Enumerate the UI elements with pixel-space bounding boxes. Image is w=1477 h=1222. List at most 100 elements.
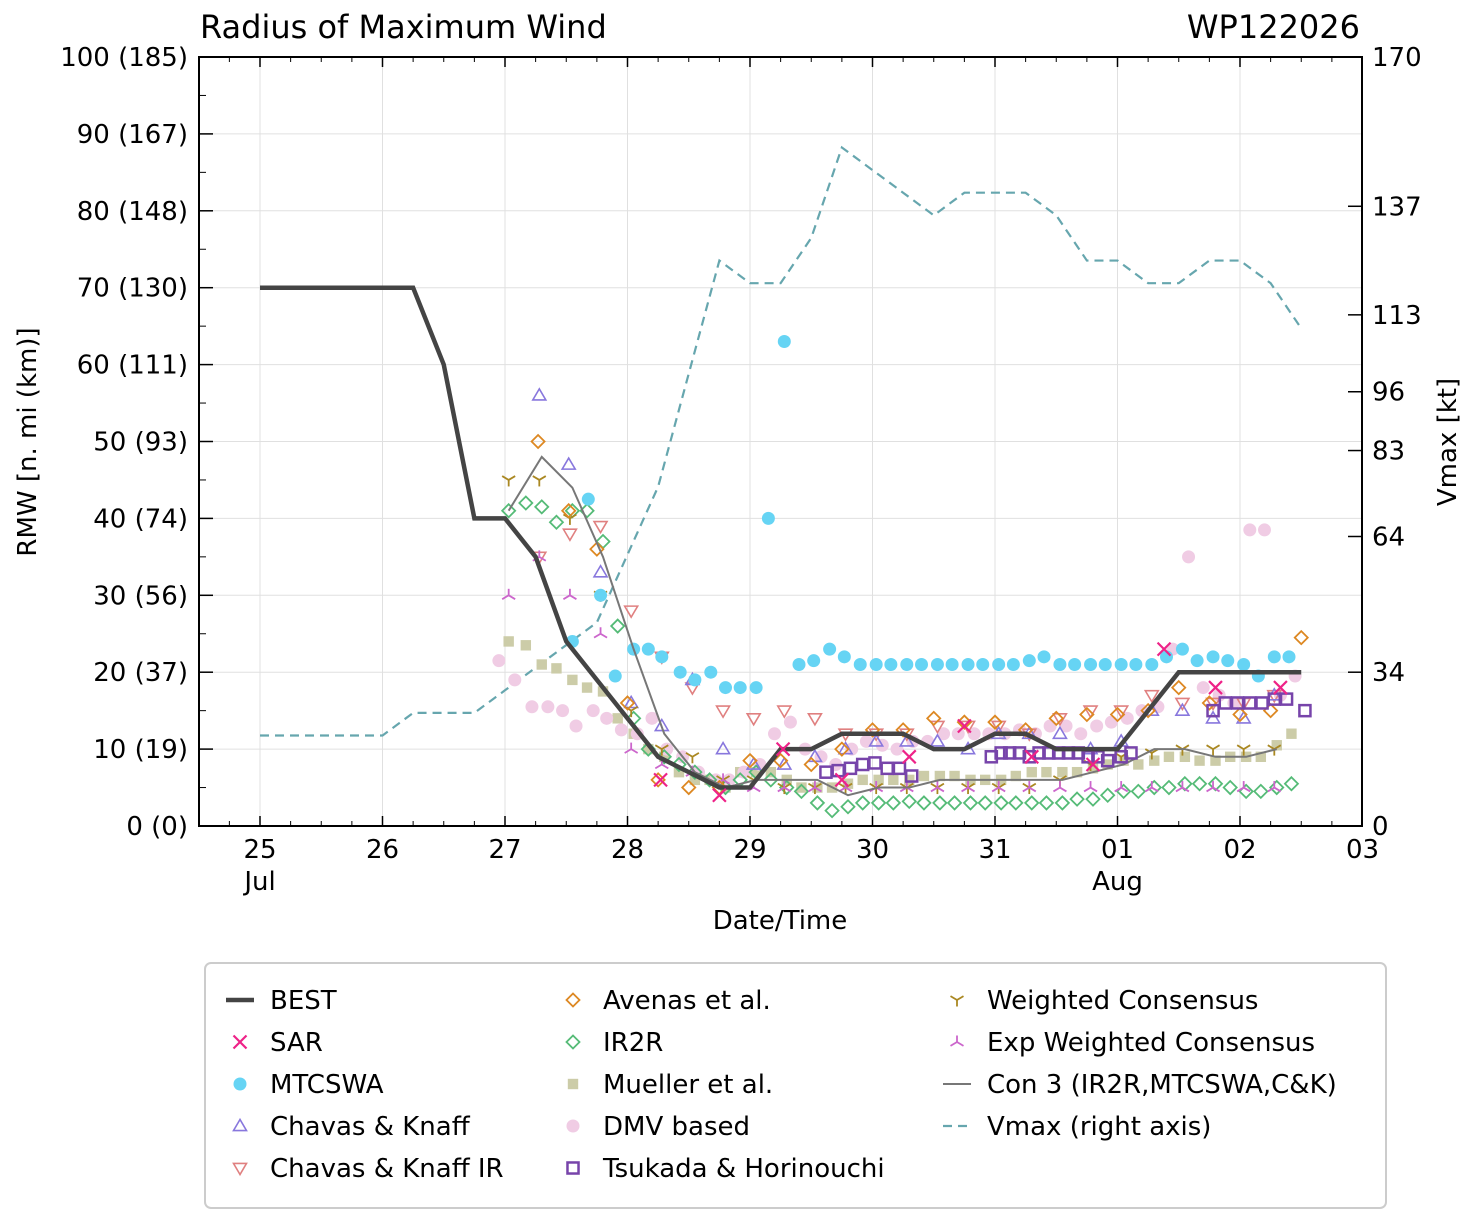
x-tick-label: 28 [611, 835, 644, 865]
data-point-ir2r [809, 795, 826, 811]
data-point-ir2r [946, 795, 963, 811]
data-point-mtcswa [581, 492, 595, 506]
data-point-dmv-based [508, 673, 522, 687]
data-point-mueller-et-al [888, 774, 899, 786]
data-point-chavas-knaff [745, 756, 762, 770]
legend-swatch [232, 1034, 248, 1050]
data-point-weighted-consensus [930, 782, 945, 795]
x-tick-label: 26 [366, 835, 399, 865]
data-point-ir2r [1099, 787, 1116, 804]
data-point-tsukada-horinouchi [892, 761, 907, 776]
legend-label: Avenas et al. [603, 986, 771, 1016]
data-point-ir2r [1177, 775, 1193, 792]
data-point-chavas-knaff-ir [592, 520, 609, 535]
data-point-mueller-et-al [1255, 751, 1267, 762]
data-point-ir2r [1054, 795, 1071, 811]
data-point-sar [901, 749, 917, 765]
data-point-sar [1085, 757, 1101, 772]
data-point-mueller-et-al [551, 663, 562, 674]
data-point-tsukada-horinouchi [1022, 750, 1037, 764]
data-point-mueller-et-al [750, 766, 762, 778]
data-point-mueller-et-al [1210, 755, 1221, 766]
data-point-mtcswa [823, 642, 837, 656]
y-tick-label: 60 (111) [77, 351, 188, 381]
data-point-ir2r [656, 749, 673, 765]
legend: BEST Avenas et al. Weighted Consensus SAR IR… [204, 962, 1387, 1209]
y2-tick-label: 96 [1372, 378, 1405, 408]
data-point-mueller-et-al [1179, 751, 1191, 762]
data-point-mueller-et-al [873, 774, 884, 786]
data-point-dmv-based [1074, 727, 1088, 741]
legend-label: DMV based [603, 1112, 750, 1142]
legend-item-sar: SAR [232, 1028, 323, 1058]
series-layer [260, 145, 1312, 819]
legend-swatch [232, 1117, 248, 1132]
data-point-ir2r [1161, 779, 1177, 796]
data-point-ir2r [687, 764, 703, 780]
data-point-mtcswa [884, 658, 898, 672]
data-point-chavas-knaff [837, 741, 854, 755]
data-point-ir2r [1023, 795, 1040, 811]
data-point-sar [653, 772, 668, 788]
data-point-mtcswa [792, 658, 806, 672]
legend-label: Weighted Consensus [987, 986, 1258, 1016]
data-point-weighted-consensus [1022, 782, 1037, 795]
data-point-avenas-et-al [680, 779, 697, 796]
legend-label: BEST [270, 986, 337, 1016]
data-point-mueller-et-al [1163, 751, 1175, 762]
x-axis-label: Date/Time [713, 906, 848, 936]
data-point-ir2r [1146, 779, 1163, 796]
data-point-chavas-knaff [1052, 725, 1068, 740]
data-point-sar [712, 787, 727, 803]
data-point-ir2r [1268, 779, 1285, 796]
data-point-mtcswa [594, 588, 608, 602]
data-point-mueller-et-al [842, 778, 854, 789]
data-point-ir2r [993, 795, 1009, 811]
data-point-dmv-based [1243, 523, 1257, 537]
data-point-mtcswa [930, 658, 944, 672]
data-point-chavas-knaff-ir [745, 712, 762, 727]
data-point-weighted-consensus [777, 782, 792, 795]
data-point-mtcswa [1098, 658, 1112, 672]
data-point-mtcswa [1237, 658, 1251, 672]
data-point-exp-weighted-consensus [1114, 781, 1129, 793]
data-point-tsukada-horinouchi [1124, 746, 1138, 760]
data-point-ir2r [763, 772, 779, 788]
legend-swatch [565, 992, 581, 1008]
data-point-mtcswa [1037, 650, 1051, 664]
data-point-mueller-et-al [612, 713, 623, 724]
data-point-dmv-based [492, 654, 506, 668]
data-point-sar [834, 772, 850, 788]
data-point-mueller-et-al [918, 770, 930, 782]
data-point-ir2r [671, 756, 687, 773]
data-point-avenas-et-al [1048, 710, 1065, 727]
y-tick-label: 20 (37) [93, 658, 188, 688]
data-point-mtcswa [853, 658, 867, 672]
data-point-exp-weighted-consensus [1267, 781, 1282, 793]
legend-item-exp-weighted-consensus: Exp Weighted Consensus [950, 1028, 1315, 1058]
y-tick-label: 50 (93) [93, 428, 188, 458]
data-point-ir2r [793, 783, 810, 800]
data-point-mtcswa [1190, 654, 1204, 668]
data-point-mueller-et-al [1010, 770, 1022, 782]
data-point-avenas-et-al [589, 541, 605, 557]
legend-label: Tsukada & Horinouchi [602, 1154, 885, 1184]
data-point-chavas-knaff [531, 387, 548, 401]
data-point-chavas-knaff-ir [1082, 705, 1099, 719]
data-point-mtcswa [837, 650, 851, 664]
data-point-ir2r [977, 795, 993, 811]
data-point-dmv-based [1059, 719, 1073, 733]
x-tick-sublabel: Aug [1092, 867, 1143, 897]
data-point-mueller-et-al [1286, 728, 1297, 739]
data-point-sar [1273, 680, 1288, 695]
data-point-mueller-et-al [796, 782, 807, 793]
storm-id: WP122026 [1187, 8, 1360, 46]
data-point-avenas-et-al [1109, 706, 1126, 723]
series-line-best [260, 285, 1302, 790]
data-point-dmv-based [967, 727, 981, 741]
series-line-con-3-ir2r-mtcswa-c-k [507, 455, 1277, 797]
data-point-avenas-et-al [834, 741, 850, 757]
data-point-mueller-et-al [1041, 766, 1052, 778]
data-point-ir2r [500, 502, 517, 519]
data-point-dmv-based [937, 727, 951, 741]
